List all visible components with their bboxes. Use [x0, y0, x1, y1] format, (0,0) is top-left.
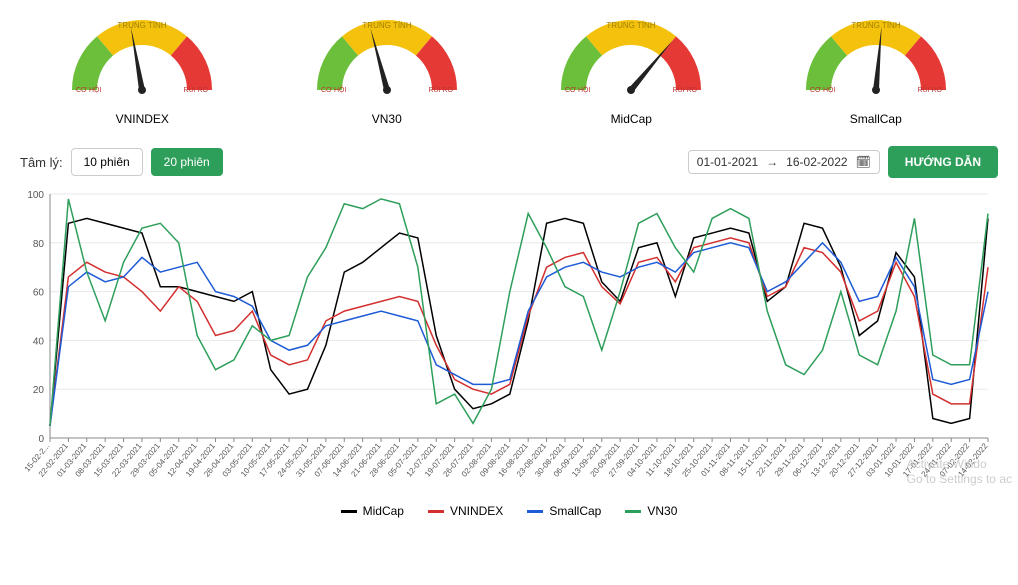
svg-text:CƠ HỘI: CƠ HỘI [76, 85, 102, 94]
gauge-vnindex: TRUNG TÍNH CƠ HỘI RỦI RO VNINDEX [52, 10, 232, 126]
arrow-icon: → [766, 155, 778, 169]
gauge-smallcap: TRUNG TÍNH CƠ HỘI RỦI RO SmallCap [786, 10, 966, 126]
sentiment-label: Tâm lý: [20, 155, 63, 170]
gauge-label: VNINDEX [116, 112, 169, 126]
svg-text:RỦI RO: RỦI RO [673, 85, 698, 94]
svg-text:CƠ HỘI: CƠ HỘI [321, 85, 347, 94]
legend-label: MidCap [363, 504, 404, 518]
gauge-label: SmallCap [850, 112, 902, 126]
svg-text:RỦI RO: RỦI RO [428, 85, 453, 94]
svg-text:TRUNG TÍNH: TRUNG TÍNH [607, 21, 656, 30]
svg-text:RỦI RO: RỦI RO [917, 85, 942, 94]
legend-item-vnindex[interactable]: VNINDEX [428, 504, 503, 518]
calendar-icon: 🗓 [856, 155, 871, 169]
svg-text:TRUNG TÍNH: TRUNG TÍNH [118, 21, 167, 30]
svg-text:TRUNG TÍNH: TRUNG TÍNH [362, 21, 411, 30]
svg-text:CƠ HỘI: CƠ HỘI [565, 85, 591, 94]
legend-label: SmallCap [549, 504, 601, 518]
legend-swatch [625, 510, 641, 513]
svg-text:TRUNG TÍNH: TRUNG TÍNH [851, 21, 900, 30]
legend-swatch [527, 510, 543, 513]
btn-20-sessions[interactable]: 20 phiên [151, 148, 223, 176]
guide-button[interactable]: HƯỚNG DẪN [888, 146, 998, 178]
legend-item-smallcap[interactable]: SmallCap [527, 504, 601, 518]
legend-label: VN30 [647, 504, 677, 518]
gauge-midcap: TRUNG TÍNH CƠ HỘI RỦI RO MidCap [541, 10, 721, 126]
legend-swatch [341, 510, 357, 513]
date-end: 16-02-2022 [786, 155, 847, 169]
gauge-label: VN30 [372, 112, 402, 126]
svg-text:100: 100 [27, 190, 44, 201]
svg-text:CƠ HỘI: CƠ HỘI [810, 85, 836, 94]
sentiment-chart: 02040608010015-02-2...22-02-202101-03-20… [20, 188, 998, 498]
legend-item-midcap[interactable]: MidCap [341, 504, 404, 518]
legend-swatch [428, 510, 444, 513]
svg-text:60: 60 [33, 288, 45, 299]
svg-text:RỦI RO: RỦI RO [184, 85, 209, 94]
date-start: 01-01-2021 [697, 155, 758, 169]
svg-text:20: 20 [33, 385, 45, 396]
svg-text:40: 40 [33, 336, 45, 347]
date-range-picker[interactable]: 01-01-2021 → 16-02-2022 🗓 [688, 150, 880, 174]
btn-10-sessions[interactable]: 10 phiên [71, 148, 143, 176]
legend-label: VNINDEX [450, 504, 503, 518]
legend-item-vn30[interactable]: VN30 [625, 504, 677, 518]
gauge-label: MidCap [611, 112, 652, 126]
svg-text:80: 80 [33, 239, 45, 250]
gauge-vn30: TRUNG TÍNH CƠ HỘI RỦI RO VN30 [297, 10, 477, 126]
